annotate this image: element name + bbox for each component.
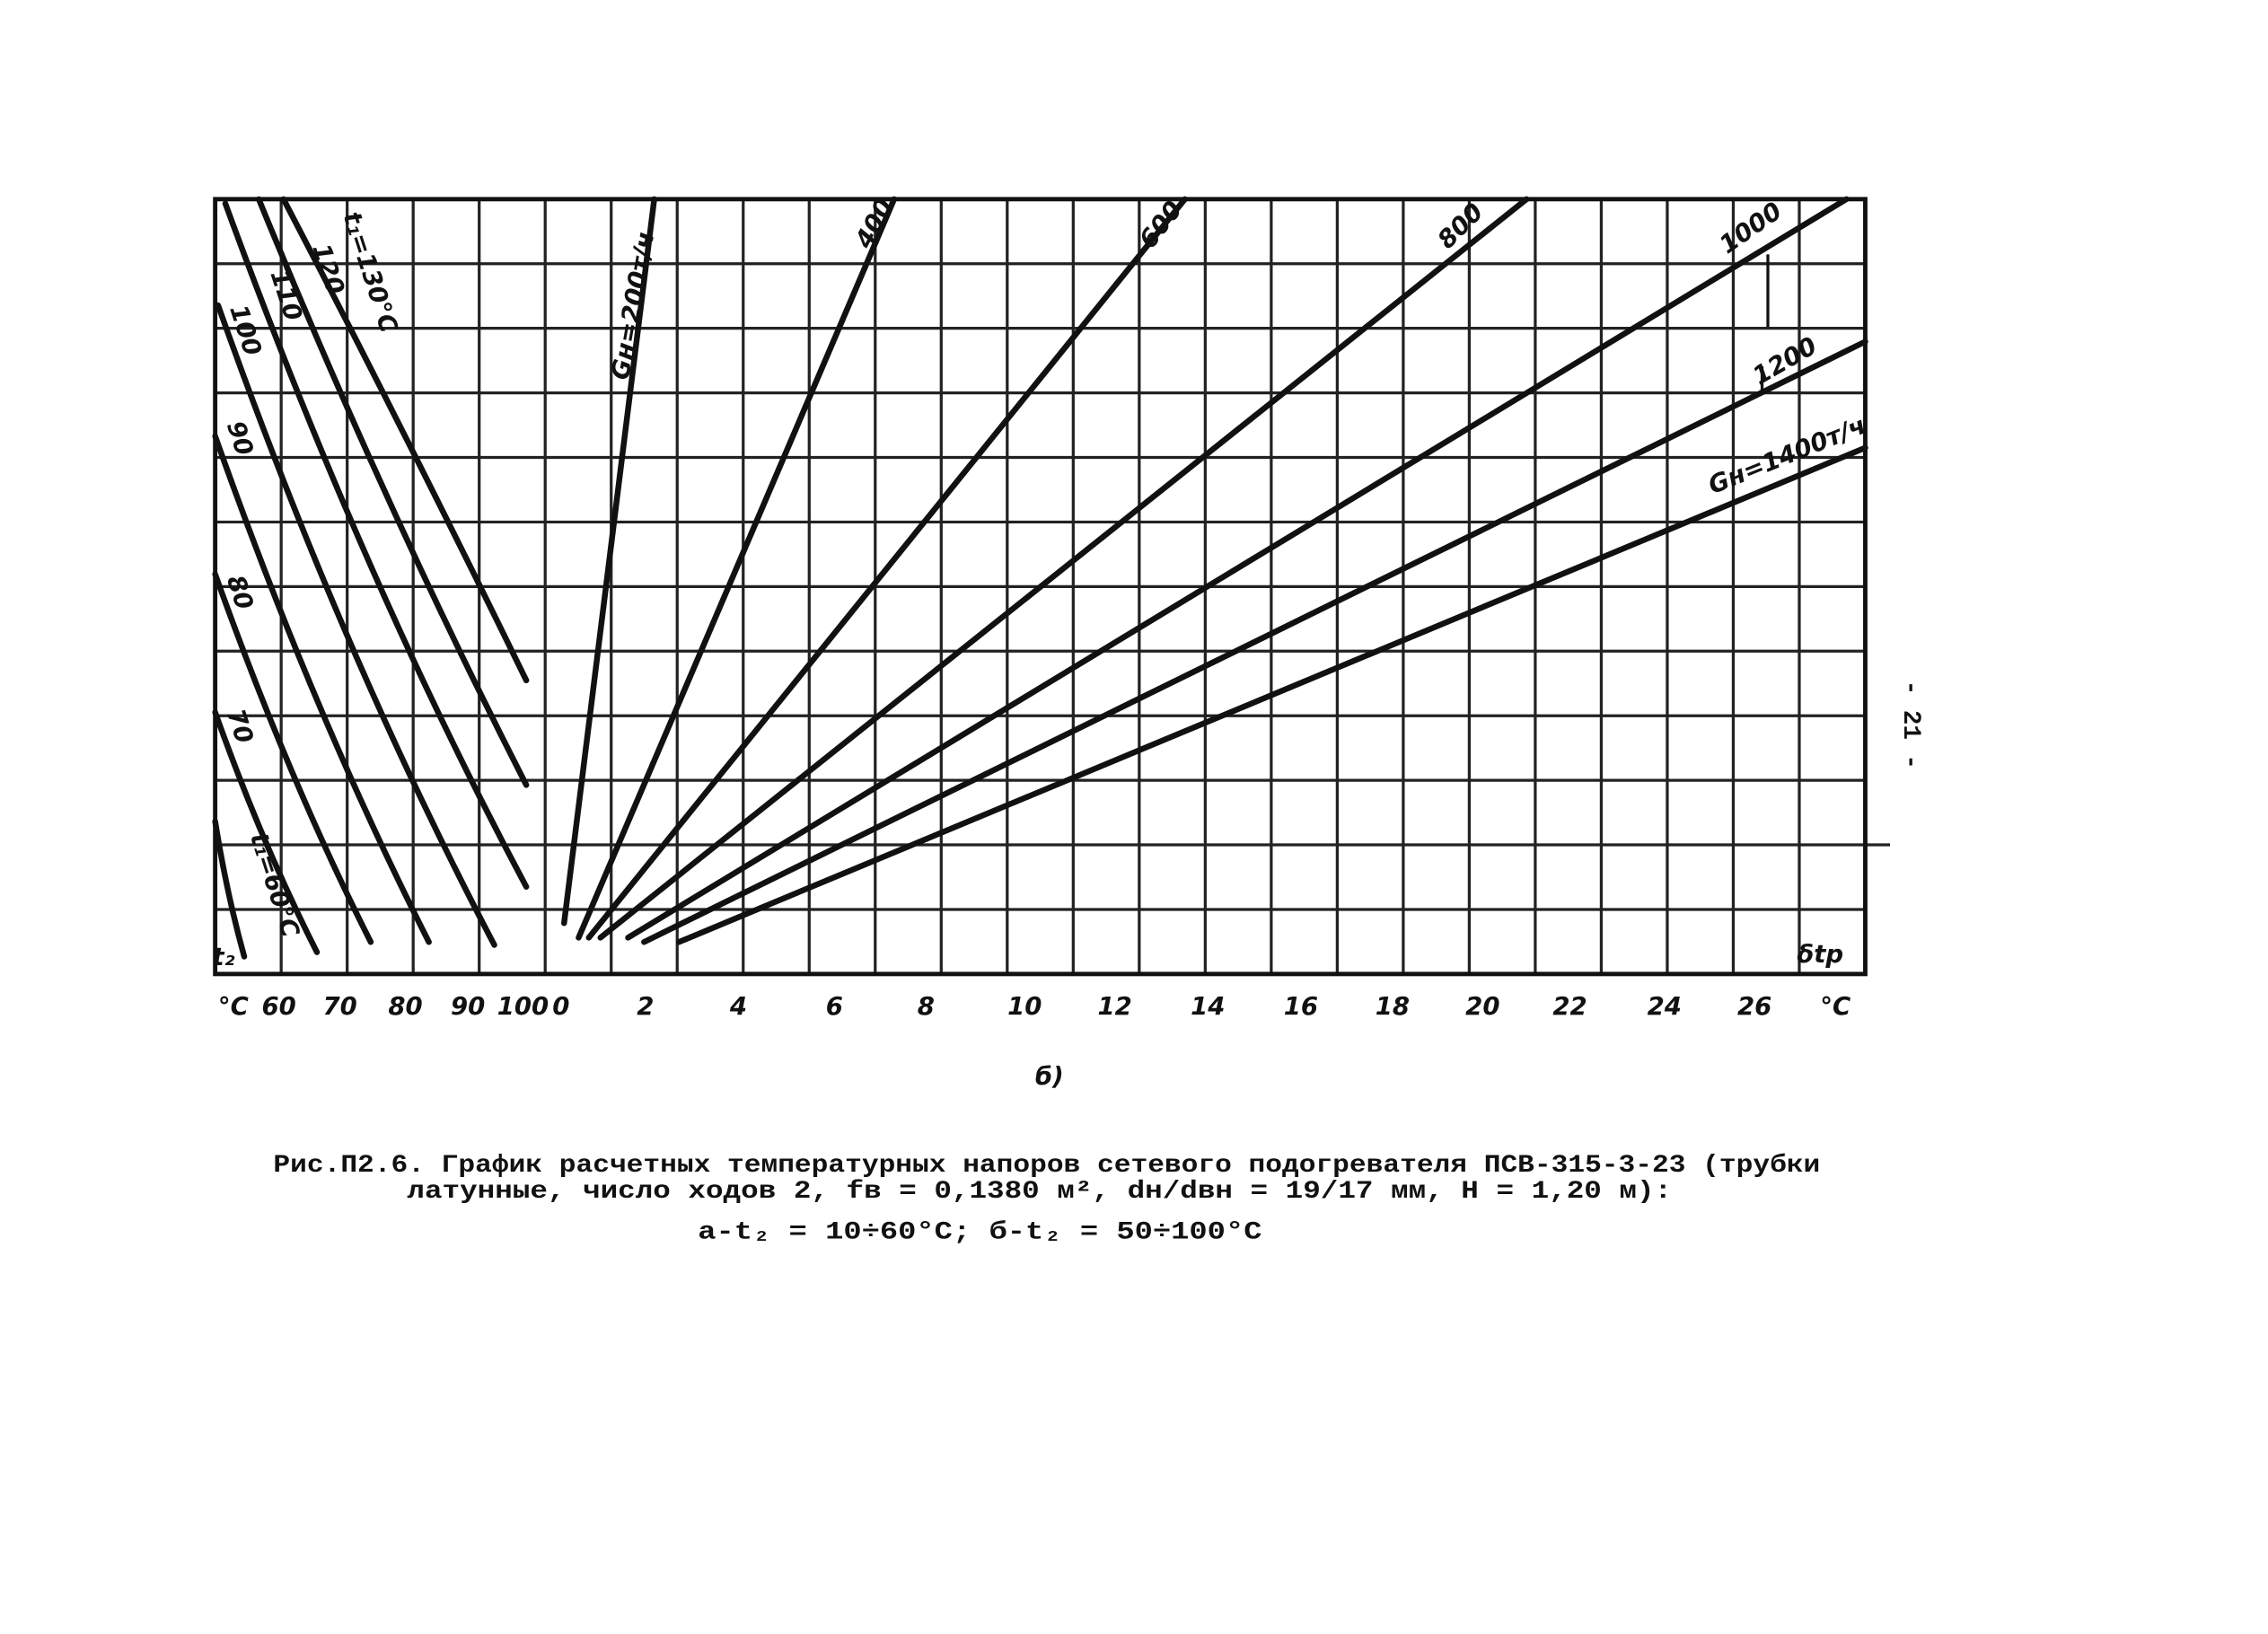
curve	[212, 709, 321, 955]
ray	[641, 338, 1868, 945]
curve-label: 1000	[1714, 197, 1787, 259]
tick-label: 90	[451, 992, 485, 1021]
left-axis: °C 60 70 80 90 100	[218, 992, 549, 1021]
curve	[255, 196, 530, 788]
axis-label: δtр	[1797, 940, 1843, 969]
ray	[625, 196, 1850, 941]
caption-line: латунные, число ходов 2, fв = 0,1380 м²,…	[407, 1178, 1672, 1206]
right-axis: 0 2 4 6 8 10 12 14 16 18 20 22 24 26 °C	[552, 992, 1850, 1021]
curve	[212, 433, 432, 945]
tick-label: 22	[1552, 992, 1587, 1021]
right-rays	[561, 196, 1868, 945]
curve-label: Gн=200т/ч	[606, 229, 661, 382]
tick-label: 70	[322, 992, 356, 1021]
curve-label: 120	[306, 241, 349, 299]
curve-label: 800	[1432, 198, 1489, 254]
ray	[675, 444, 1868, 945]
frame	[213, 197, 1868, 977]
ray	[597, 196, 1530, 941]
left-curves	[212, 196, 530, 960]
tick-label: 60	[261, 992, 295, 1021]
tick-label: 4	[729, 992, 747, 1021]
ray	[585, 196, 1188, 941]
tick-label: 100	[497, 992, 549, 1021]
tick-label: 6	[826, 992, 843, 1021]
curve-label: 90	[221, 417, 259, 459]
tick-label: 8	[918, 992, 935, 1021]
page-number: - 21 -	[1896, 681, 1924, 769]
tick-label: 18	[1376, 992, 1410, 1021]
curve	[212, 571, 374, 945]
curve	[212, 818, 248, 960]
curve-label: 100	[224, 302, 267, 360]
tick-label: °C	[218, 992, 249, 1021]
caption-line: Рис.П2.6. График расчетных температурных…	[273, 1152, 1820, 1180]
tick-label: 2	[637, 992, 654, 1021]
curve-label: 110	[265, 267, 308, 325]
tick-label: 20	[1465, 992, 1499, 1021]
tick-label: 14	[1191, 992, 1225, 1021]
axis-label: t₂	[212, 943, 234, 971]
curve	[215, 302, 497, 948]
tick-label: 12	[1098, 992, 1132, 1021]
tick-label: 24	[1648, 992, 1682, 1021]
caption-line: а-t₂ = 10÷60°C; б-t₂ = 50÷100°C	[698, 1219, 1261, 1247]
curve	[222, 200, 530, 890]
tick-label: 0	[552, 992, 569, 1021]
ray	[561, 196, 657, 927]
curve	[280, 196, 530, 684]
curve-label: 400	[849, 194, 900, 254]
tick-label: 80	[388, 992, 422, 1021]
tick-label: 10	[1007, 992, 1042, 1021]
tick-label: 16	[1284, 992, 1318, 1021]
tick-label: 26	[1737, 992, 1771, 1021]
ray	[576, 196, 898, 941]
panel-label: б)	[1035, 1062, 1064, 1091]
grid	[215, 198, 1890, 974]
tick-label: °C	[1820, 992, 1850, 1021]
